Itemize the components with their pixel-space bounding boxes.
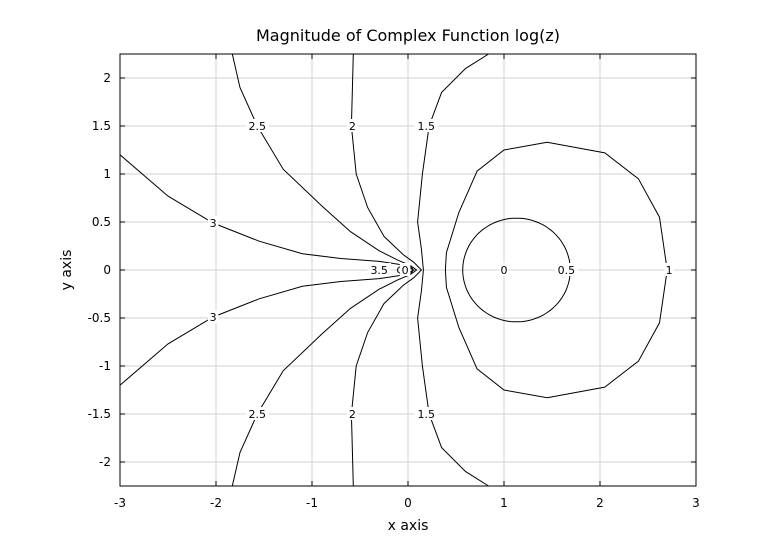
- y-axis-label: y axis: [59, 250, 75, 291]
- contour-label: 3: [210, 311, 217, 324]
- contour-label-background: [207, 310, 219, 324]
- contour-label: 2: [349, 408, 356, 421]
- contour-label-background: [498, 263, 510, 276]
- y-tick-label: -0.5: [88, 311, 111, 325]
- contour-label: 3.5: [370, 264, 388, 277]
- contour-label-background: [414, 119, 438, 132]
- contour-label-background: [347, 119, 358, 132]
- y-tick-label: 0: [103, 263, 111, 277]
- contour-level-2: [350, 53, 423, 487]
- contour-label: 1.5: [417, 120, 435, 133]
- x-axis-label: x axis: [388, 518, 429, 534]
- contour-label-background: [367, 263, 391, 276]
- y-tick-label: 2: [103, 71, 111, 85]
- chart-title: Magnitude of Complex Function log(z): [256, 26, 560, 45]
- contour-label: 1.5: [417, 408, 435, 421]
- contour-label-background: [663, 263, 675, 276]
- x-tick-label: 3: [692, 496, 700, 510]
- contour-label-background: [414, 407, 438, 420]
- contour-level-2.5: [231, 53, 418, 487]
- contour-level-0.5: [462, 217, 571, 323]
- y-tick-labels: -2 -1.5 -1 -0.5 0 0.5 1 1.5 2: [88, 71, 111, 469]
- contour-label-background: [554, 263, 579, 276]
- contour-label-background: [347, 407, 358, 420]
- y-tick-label: -1.5: [88, 407, 111, 421]
- x-tick-labels: -3 -2 -1 0 1 2 3: [114, 496, 700, 510]
- x-tick-label: -3: [114, 496, 126, 510]
- contour-label-background: [399, 263, 411, 276]
- contour-label-background: [245, 119, 270, 132]
- contour-level-1: [444, 141, 668, 399]
- contour-level-1.5: [417, 53, 489, 487]
- contour-label: 2.5: [249, 408, 267, 421]
- contour-label: 2.5: [249, 120, 267, 133]
- x-tick-label: -1: [306, 496, 318, 510]
- contour-label: 2: [349, 120, 356, 133]
- contour-label: 0.5: [558, 264, 576, 277]
- y-tick-label: 1.5: [92, 119, 111, 133]
- contour-label-background: [245, 407, 270, 420]
- contour-label: 0: [402, 264, 409, 277]
- y-tick-label: 1: [103, 167, 111, 181]
- y-tick-label: -1: [99, 359, 111, 373]
- x-tick-label: 2: [596, 496, 604, 510]
- contour-label: 1: [666, 264, 673, 277]
- x-tick-label: -2: [210, 496, 222, 510]
- contour-labels: 0 0.5 1 1.5 1.5 2 2 2.5 2.5 3 3 3.5 0: [207, 119, 675, 421]
- contour-lines: [119, 53, 668, 487]
- contour-label-background: [207, 215, 219, 229]
- contour-level-3: [119, 154, 415, 386]
- y-tick-label: 0.5: [92, 215, 111, 229]
- axis-ticks: [119, 54, 697, 486]
- contour-label: 0: [501, 264, 508, 277]
- contour-label: 3: [210, 217, 217, 230]
- x-tick-label: 0: [404, 496, 412, 510]
- x-tick-label: 1: [500, 496, 508, 510]
- y-tick-label: -2: [99, 455, 111, 469]
